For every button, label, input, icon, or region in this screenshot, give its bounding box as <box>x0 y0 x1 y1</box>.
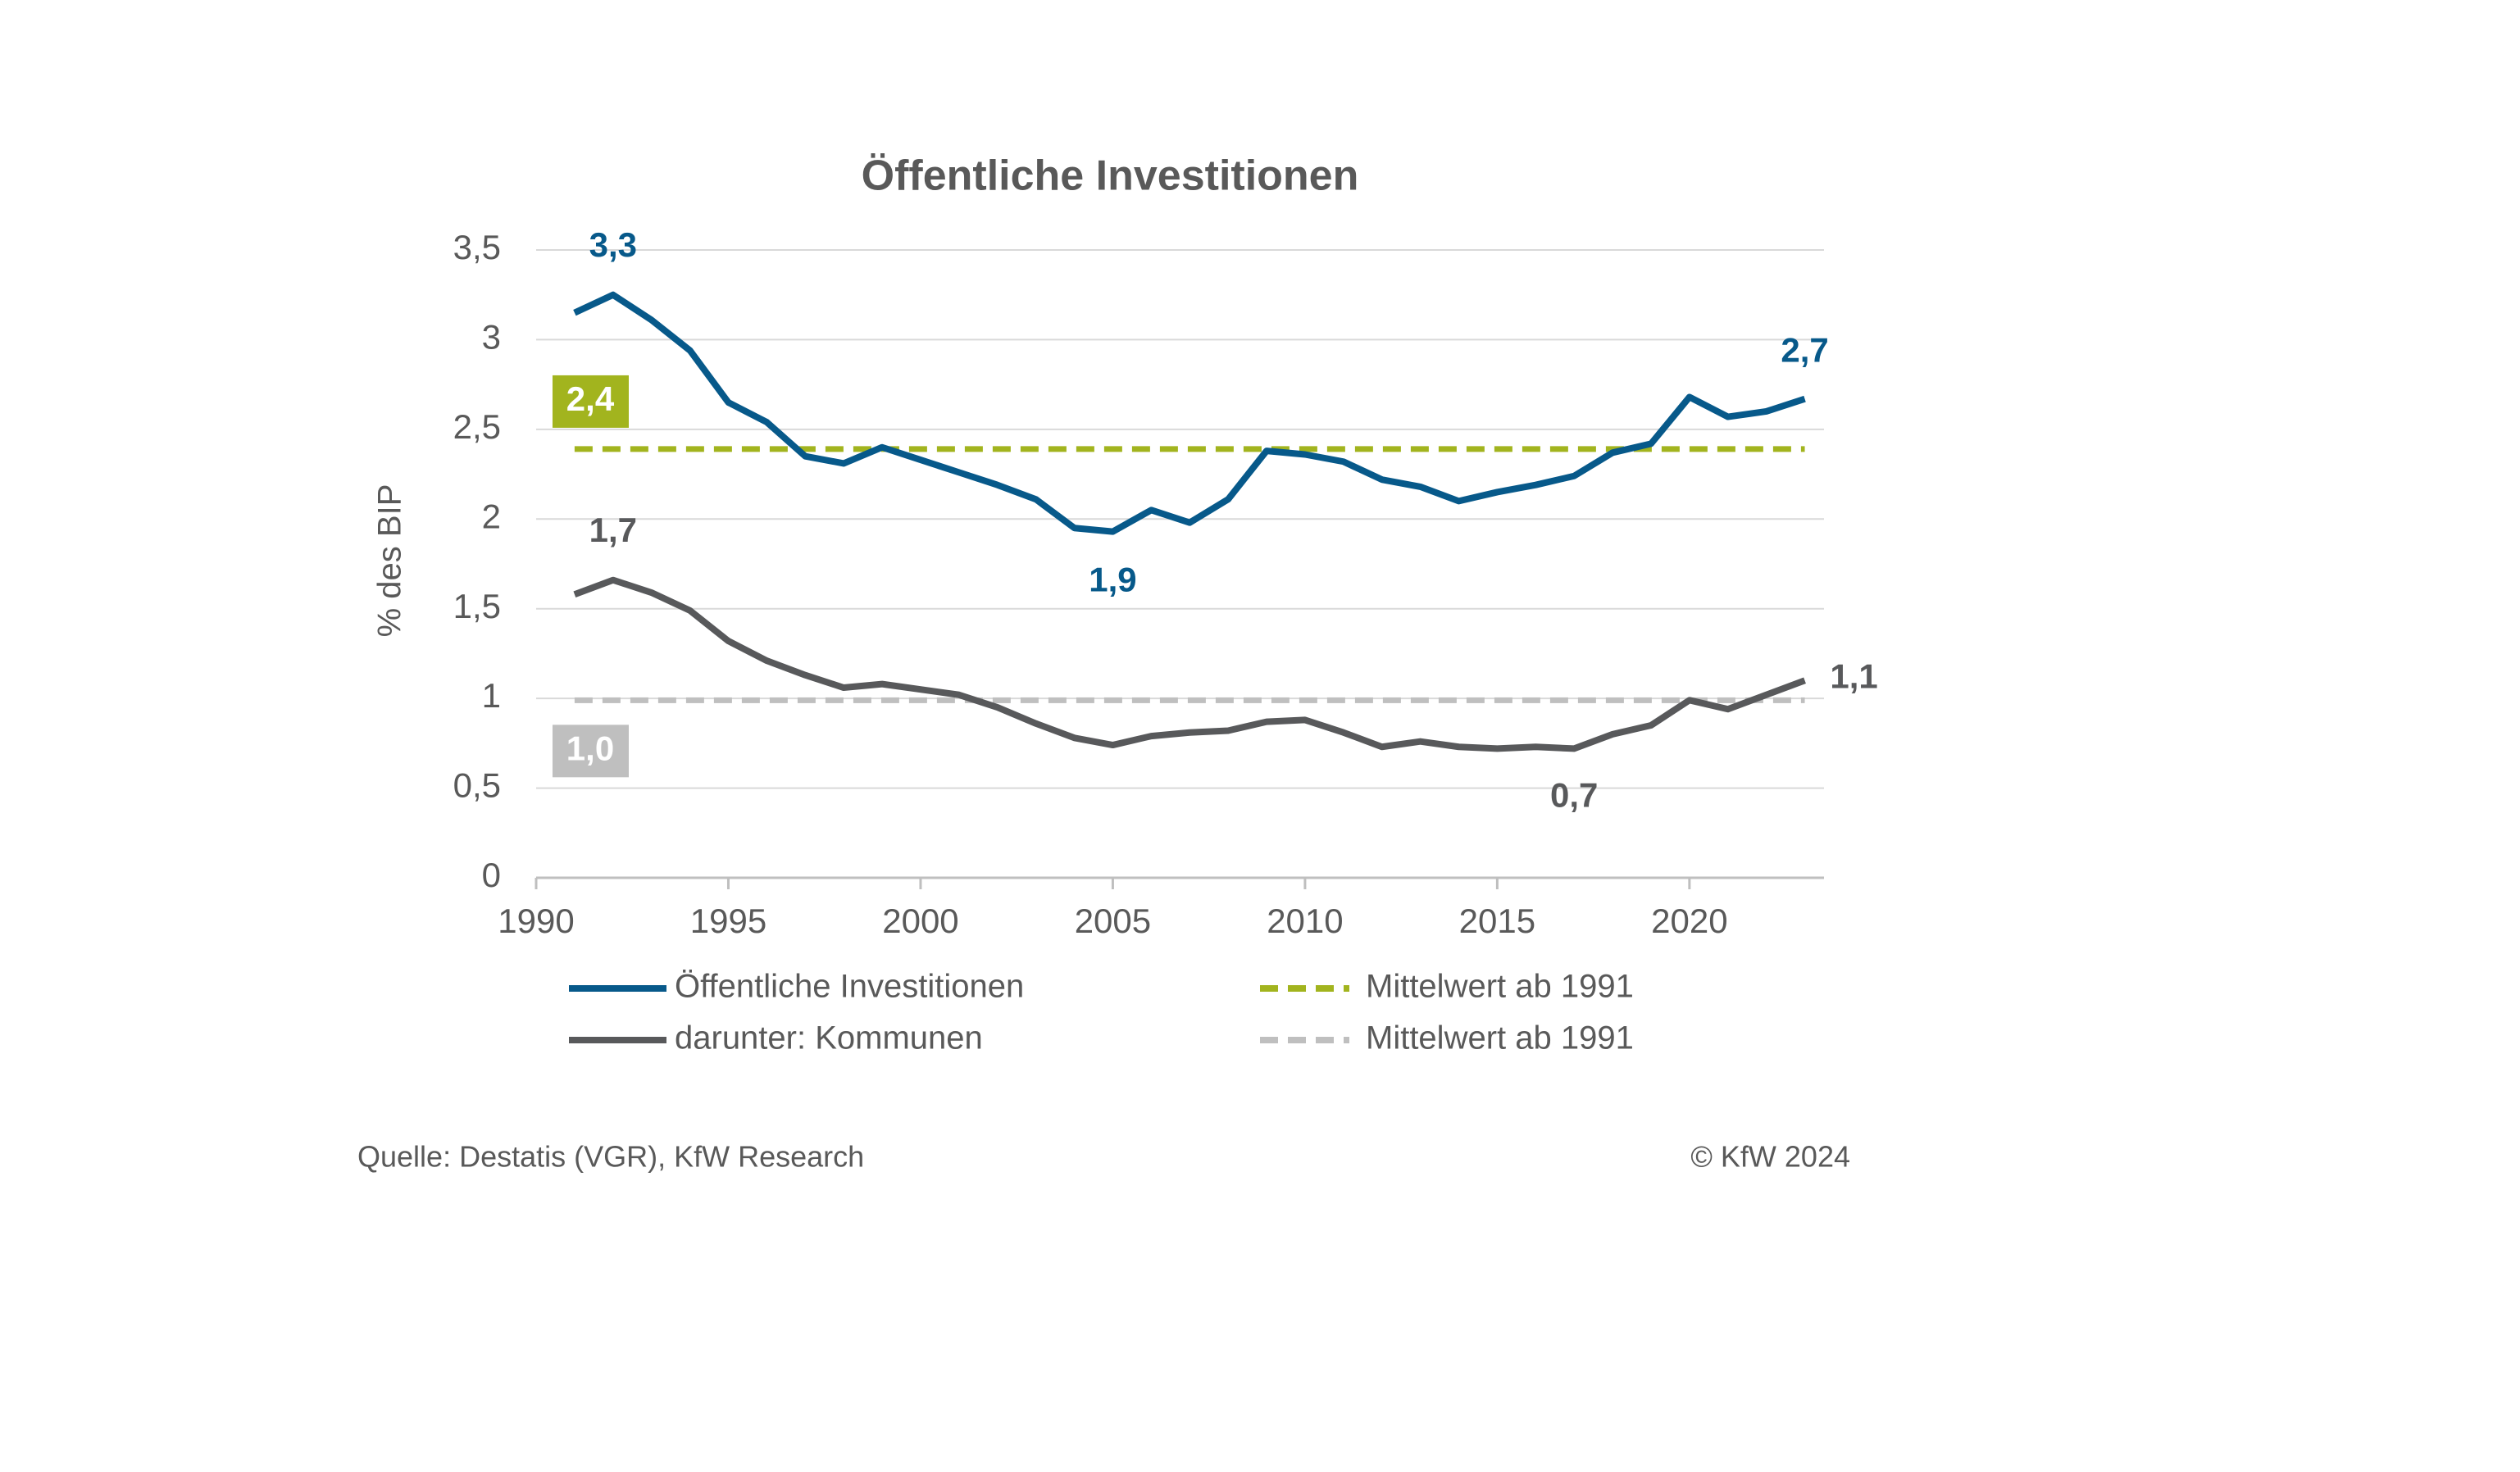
legend-label: Mittelwert ab 1991 <box>1366 1020 1634 1056</box>
y-tick-label: 0 <box>482 856 501 894</box>
y-tick-label: 0,5 <box>453 766 501 805</box>
series-line <box>573 291 1806 535</box>
mean-label: 2,4 <box>566 379 615 418</box>
y-axis-label: % des BIP <box>372 484 408 638</box>
copyright: © KfW 2024 <box>1690 1140 1850 1174</box>
source: Quelle: Destatis (VGR), KfW Research <box>357 1140 864 1174</box>
mean-label: 1,0 <box>566 729 614 767</box>
value-label: 0,7 <box>1550 776 1598 815</box>
y-tick-label: 3 <box>482 318 501 357</box>
value-label: 1,7 <box>589 511 637 549</box>
y-tick-label: 2 <box>482 497 501 535</box>
chart-title: Öffentliche Investitionen <box>862 152 1359 200</box>
value-label: 3,3 <box>589 225 637 264</box>
x-tick-label: 1995 <box>690 902 766 940</box>
x-tick-label: 1990 <box>498 902 574 940</box>
y-tick-label: 1 <box>482 676 501 715</box>
x-tick-label: 2000 <box>882 902 958 940</box>
x-tick-label: 2015 <box>1459 902 1535 940</box>
x-tick-label: 2020 <box>1651 902 1727 940</box>
value-label: 1,1 <box>1830 656 1877 695</box>
legend-label: Mittelwert ab 1991 <box>1366 969 1634 1005</box>
y-tick-label: 3,5 <box>453 228 501 266</box>
x-tick-label: 2005 <box>1075 902 1151 940</box>
series-line <box>573 576 1806 752</box>
legend-label: Öffentliche Investitionen <box>675 969 1024 1005</box>
legend-label: darunter: Kommunen <box>675 1020 983 1056</box>
value-label: 1,9 <box>1089 561 1136 599</box>
y-tick-label: 1,5 <box>453 587 501 625</box>
x-tick-label: 2010 <box>1267 902 1343 940</box>
mean-label-box <box>553 375 629 428</box>
value-label: 2,7 <box>1781 331 1828 370</box>
mean-label-box <box>553 725 629 778</box>
y-tick-label: 2,5 <box>453 407 501 446</box>
